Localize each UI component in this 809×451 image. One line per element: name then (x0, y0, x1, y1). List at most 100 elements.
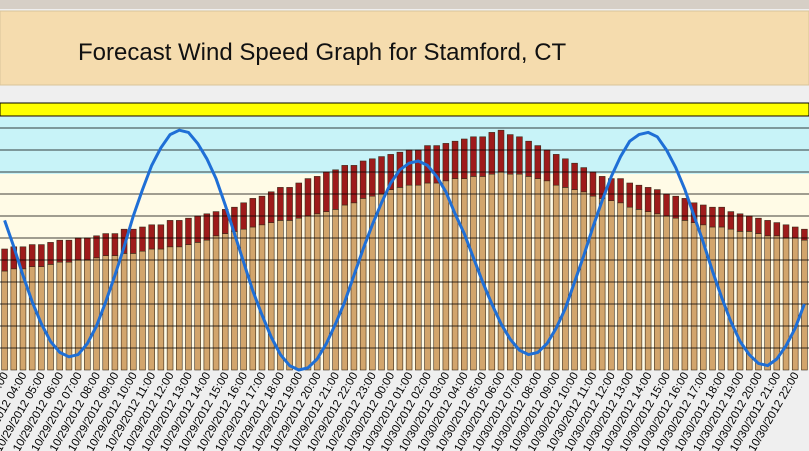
bar-segment (635, 184, 643, 210)
bar-segment (461, 178, 468, 371)
bar-segment (461, 138, 468, 179)
bar-segment (415, 149, 422, 186)
bar-segment (157, 224, 165, 250)
header-band (0, 10, 809, 86)
bar-segment (681, 220, 689, 371)
bar-segment (405, 184, 413, 371)
bar-segment (672, 195, 679, 219)
bar-segment (598, 198, 606, 371)
bar-segment (580, 191, 588, 371)
bar-segment (359, 160, 367, 199)
bar-segment (516, 136, 523, 175)
bar-segment (663, 193, 670, 217)
top-strip (0, 0, 809, 9)
bar-segment (709, 226, 716, 371)
bar-segment (488, 132, 496, 175)
bar-segment (286, 187, 293, 221)
bar-segment (451, 140, 459, 179)
bar-segment (295, 217, 303, 371)
bar-segment (65, 261, 73, 371)
bar-segment (194, 242, 201, 371)
bar-segment (313, 213, 321, 371)
bar-segment (93, 257, 100, 371)
bar-segment (38, 244, 45, 267)
bar-segment (746, 215, 753, 232)
bar-segment (157, 248, 165, 371)
bar-segment (654, 189, 661, 215)
bar-segment (387, 189, 394, 371)
bar-segment (433, 182, 440, 371)
bar-segment (1, 270, 8, 371)
bar-segment (773, 235, 781, 371)
bar-segment (700, 204, 707, 226)
bar-segment (617, 178, 624, 204)
bar-segment (313, 176, 321, 215)
bar-segment (84, 259, 91, 371)
bar-segment (681, 198, 689, 221)
bar-segment (396, 187, 404, 371)
bar-segment (120, 253, 128, 371)
bar-segment (543, 149, 551, 182)
bar-segment (727, 228, 735, 371)
bar-segment (644, 211, 652, 371)
bar-segment (93, 235, 100, 259)
bar-segment (415, 184, 422, 371)
bar-segment (488, 173, 496, 371)
bar-segment (644, 187, 652, 212)
bar-segment (277, 187, 284, 221)
bar-segment (424, 182, 431, 371)
bar-segment (773, 222, 781, 237)
bar-segment (552, 184, 560, 371)
bar-segment (240, 228, 247, 371)
bar-segment (286, 220, 293, 371)
bar-segment (176, 246, 183, 371)
bar-segment (672, 217, 679, 371)
bar-segment (736, 231, 744, 371)
bar-segment (479, 136, 486, 177)
bar-segment (442, 143, 450, 182)
bar-segment (139, 250, 146, 371)
bar-segment (525, 176, 532, 371)
bar-segment (718, 206, 725, 228)
bar-segment (231, 231, 238, 371)
bar-segment (47, 264, 54, 371)
bar-segment (166, 220, 174, 248)
bar-segment (470, 176, 477, 371)
bar-segment (304, 178, 312, 217)
bar-segment (350, 202, 358, 371)
bar-segment (350, 165, 358, 204)
bar-segment (534, 145, 542, 179)
bar-segment (304, 215, 312, 371)
bar-segment (84, 237, 91, 261)
bar-segment (166, 246, 174, 371)
bar-segment (516, 173, 523, 371)
bar-segment (617, 202, 624, 371)
bar-segment (626, 206, 633, 371)
bar-segment (433, 145, 440, 184)
bar-segment (782, 224, 790, 239)
bar-segment (148, 224, 155, 250)
bar-segment (176, 220, 183, 248)
bar-segment (562, 158, 569, 188)
bar-segment (791, 226, 799, 239)
bar-segment (755, 233, 762, 371)
bar-segment (185, 217, 192, 245)
bar-segment (442, 180, 450, 371)
bar-segment (626, 182, 633, 208)
bar-segment (130, 253, 137, 371)
bar-segment (755, 217, 762, 234)
bar-segment (552, 154, 560, 186)
bar-segment (295, 182, 303, 219)
bar-segment (139, 226, 146, 252)
bar-segment (332, 209, 339, 371)
bar-segment (470, 136, 477, 177)
bar-segment (506, 134, 514, 175)
bar-segment (654, 213, 661, 371)
bar-segment (212, 211, 220, 237)
bar-segment (28, 244, 36, 267)
bar-segment (764, 220, 771, 237)
bar-segment (47, 242, 54, 265)
bar-segment (74, 237, 82, 261)
bar-segment (323, 171, 330, 212)
